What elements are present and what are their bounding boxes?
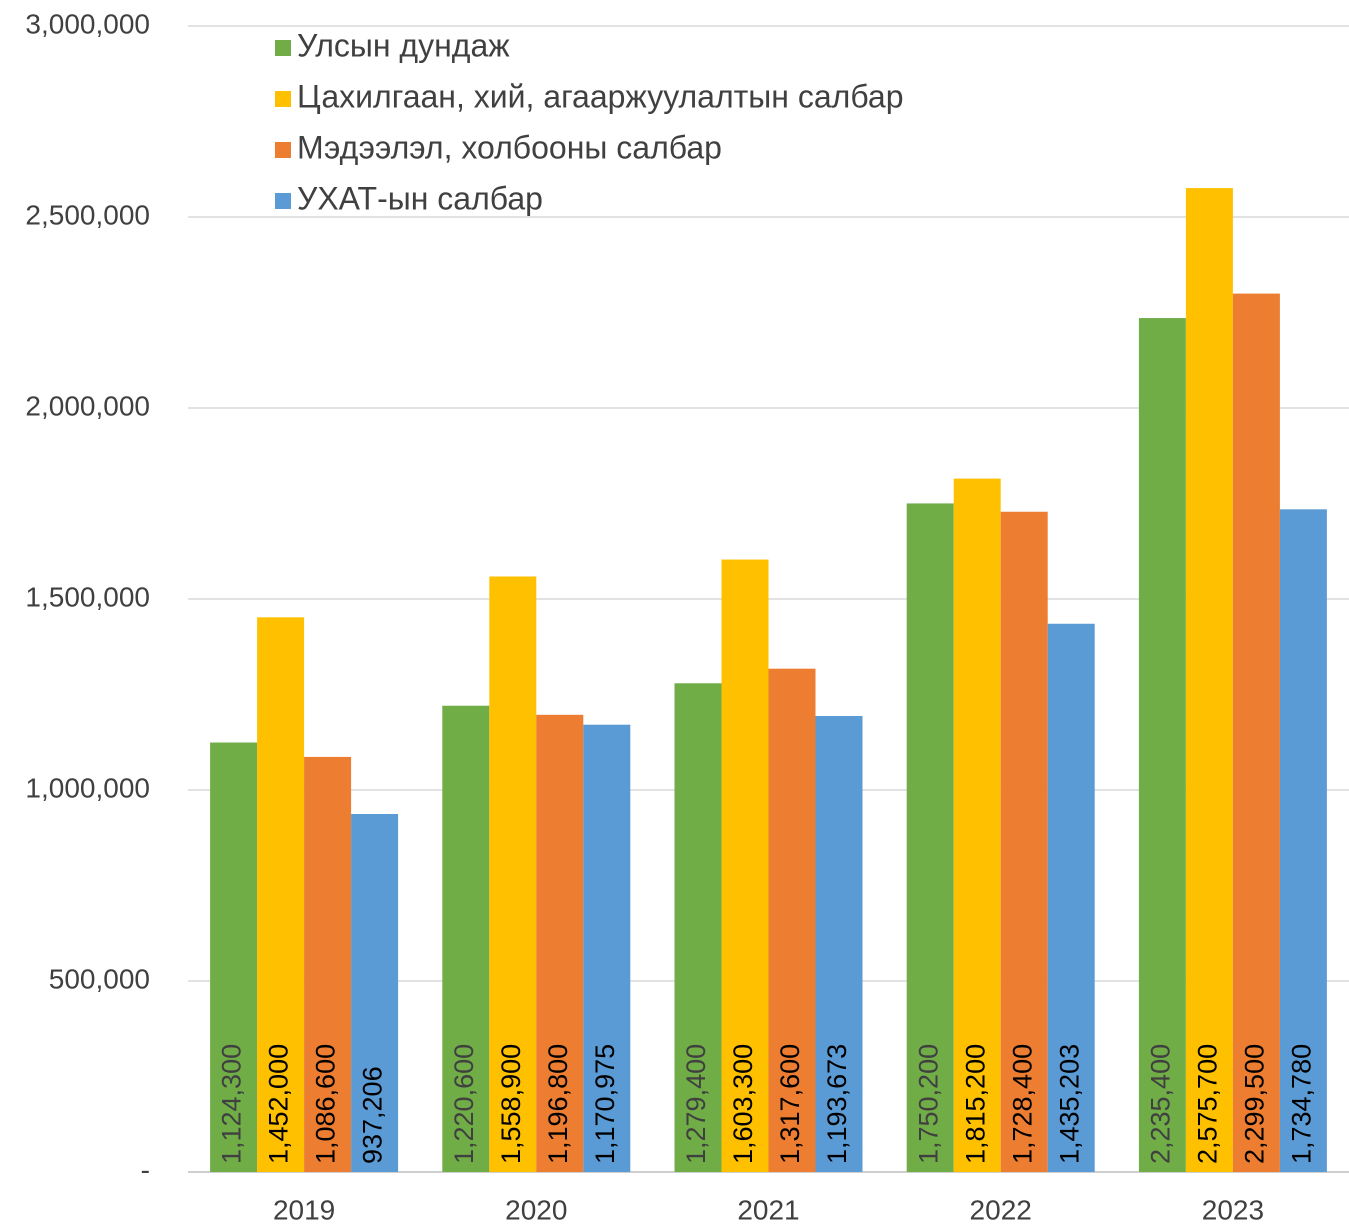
- x-tick-label: 2021: [737, 1194, 799, 1225]
- legend-label: Мэдээлэл, холбооны салбар: [297, 129, 722, 165]
- bar: [583, 724, 631, 1172]
- value-label: 1,435,203: [1054, 1044, 1084, 1164]
- y-tick-label: -: [141, 1154, 150, 1185]
- value-label: 1,603,300: [728, 1044, 758, 1164]
- x-tick-label: 2019: [273, 1194, 335, 1225]
- value-label: 1,170,975: [590, 1044, 620, 1164]
- value-label: 1,220,600: [449, 1044, 479, 1164]
- value-label: 1,124,300: [217, 1044, 247, 1164]
- bar: [815, 716, 863, 1172]
- value-label: 1,452,000: [264, 1044, 294, 1164]
- legend-swatch: [275, 142, 291, 158]
- y-tick-label: 3,000,000: [25, 8, 150, 39]
- legend-label: УХАТ-ын салбар: [297, 180, 543, 216]
- bar: [1000, 511, 1048, 1172]
- bar: [257, 617, 305, 1172]
- bar: [1279, 509, 1327, 1172]
- x-tick-label: 2020: [505, 1194, 567, 1225]
- value-label: 1,196,800: [543, 1044, 573, 1164]
- bar: [768, 668, 816, 1172]
- y-tick-label: 1,000,000: [25, 772, 150, 803]
- value-label: 1,558,900: [496, 1044, 526, 1164]
- value-label: 1,750,200: [913, 1044, 943, 1164]
- bar: [489, 576, 537, 1172]
- y-tick-label: 2,500,000: [25, 199, 150, 230]
- legend-label: Улсын дундаж: [297, 27, 510, 63]
- value-label: 1,728,400: [1007, 1044, 1037, 1164]
- value-label: 1,317,600: [775, 1044, 805, 1164]
- y-tick-label: 500,000: [49, 963, 150, 994]
- value-label: 1,815,200: [960, 1044, 990, 1164]
- bar: [906, 503, 954, 1173]
- legend-swatch: [275, 40, 291, 56]
- value-label: 2,235,400: [1146, 1044, 1176, 1164]
- bar: [351, 813, 399, 1172]
- bar: [1138, 318, 1186, 1172]
- legend-swatch: [275, 91, 291, 107]
- bar: [536, 714, 584, 1172]
- value-label: 1,734,780: [1287, 1044, 1317, 1164]
- value-label: 1,193,673: [822, 1044, 852, 1164]
- bar: [1232, 293, 1280, 1172]
- value-label: 937,206: [358, 1066, 388, 1164]
- value-label: 2,299,500: [1240, 1044, 1270, 1164]
- bar: [1185, 188, 1233, 1173]
- bar: [953, 478, 1001, 1172]
- bar: [1047, 623, 1095, 1172]
- legend-swatch: [275, 193, 291, 209]
- y-tick-label: 2,000,000: [25, 390, 150, 421]
- value-label: 2,575,700: [1193, 1044, 1223, 1164]
- y-tick-label: 1,500,000: [25, 581, 150, 612]
- bar: [210, 742, 258, 1172]
- bar: [721, 559, 769, 1172]
- value-label: 1,086,600: [311, 1044, 341, 1164]
- bar: [674, 683, 722, 1172]
- x-tick-label: 2023: [1202, 1194, 1264, 1225]
- value-label: 1,279,400: [681, 1044, 711, 1164]
- bar: [442, 705, 490, 1172]
- bar: [304, 756, 352, 1172]
- legend-label: Цахилгаан, хий, агааржуулалтын салбар: [297, 78, 904, 114]
- x-tick-label: 2022: [970, 1194, 1032, 1225]
